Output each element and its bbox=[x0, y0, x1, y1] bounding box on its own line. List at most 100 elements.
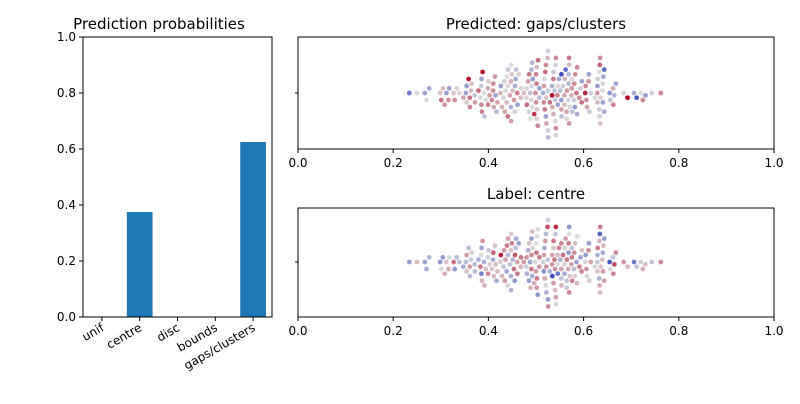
swarm-point bbox=[471, 92, 478, 99]
swarm-point bbox=[549, 83, 555, 89]
swarm-point bbox=[541, 275, 548, 282]
swarm-point bbox=[492, 73, 498, 80]
swarm-point bbox=[543, 62, 549, 68]
swarm-point bbox=[500, 94, 507, 101]
swarm-point bbox=[624, 263, 631, 270]
swarm-point bbox=[596, 275, 603, 282]
swarm-point bbox=[565, 80, 572, 87]
swarm-point bbox=[479, 108, 485, 115]
swarm-point bbox=[592, 263, 598, 270]
swarm-point bbox=[576, 263, 583, 270]
swarm-point bbox=[497, 90, 504, 96]
swarm-point bbox=[529, 76, 536, 82]
swarm-point bbox=[481, 90, 487, 96]
swarm-point bbox=[586, 108, 593, 115]
swarm-point bbox=[545, 48, 551, 54]
swarm-point bbox=[471, 261, 478, 268]
swarm-point bbox=[498, 83, 504, 89]
swarm-point bbox=[564, 256, 570, 263]
swarm-point bbox=[468, 256, 474, 263]
swarm-point bbox=[456, 90, 463, 96]
swarm-point bbox=[599, 256, 606, 263]
swarm-point bbox=[492, 92, 499, 99]
swarm-point bbox=[463, 268, 470, 275]
swarm-point bbox=[648, 259, 655, 265]
swarm-point bbox=[446, 254, 452, 261]
swarm-point bbox=[529, 104, 536, 110]
swarm-point bbox=[477, 263, 484, 270]
swarm-point bbox=[507, 92, 513, 99]
swarm-xtick-label: 0.8 bbox=[669, 324, 688, 338]
swarm-point bbox=[541, 252, 547, 258]
swarm-point bbox=[541, 245, 548, 251]
swarm-point bbox=[485, 270, 491, 277]
swarm-point bbox=[642, 261, 649, 268]
swarm-point bbox=[406, 259, 413, 265]
swarm-point bbox=[534, 291, 541, 298]
swarm-point bbox=[466, 263, 473, 270]
swarm-point bbox=[526, 240, 532, 247]
swarm-point bbox=[504, 242, 510, 249]
bar-ytick-label: 0.4 bbox=[57, 198, 76, 212]
swarm-point bbox=[453, 254, 460, 261]
swarm-point bbox=[508, 104, 514, 110]
swarm-point bbox=[601, 66, 608, 73]
swarm-point bbox=[552, 118, 559, 124]
bar-ytick-label: 1.0 bbox=[57, 30, 76, 44]
swarm-point bbox=[482, 266, 489, 272]
swarm-point bbox=[584, 273, 590, 279]
swarm-point bbox=[549, 261, 555, 268]
swarm-point bbox=[549, 104, 556, 110]
swarm-point bbox=[421, 259, 428, 265]
swarm-point bbox=[437, 90, 444, 96]
swarm-point bbox=[502, 87, 509, 94]
swarm-point bbox=[477, 94, 484, 101]
swarm-point bbox=[523, 263, 530, 270]
swarm-xtick-label: 0.0 bbox=[288, 324, 307, 338]
swarm-point bbox=[562, 66, 569, 73]
swarm-point bbox=[515, 71, 522, 78]
swarm-point bbox=[509, 240, 515, 247]
swarm-point bbox=[536, 85, 543, 92]
swarm-point bbox=[503, 99, 510, 106]
swarm-point bbox=[569, 245, 575, 251]
swarm-point bbox=[558, 71, 565, 78]
swarm-point bbox=[540, 99, 547, 106]
swarm-point bbox=[441, 101, 448, 108]
label-swarm-title: Label: centre bbox=[487, 185, 585, 203]
swarm-point bbox=[518, 94, 524, 101]
swarm-point bbox=[481, 259, 487, 265]
swarm-point bbox=[501, 108, 508, 115]
swarm-point bbox=[558, 97, 565, 103]
swarm-point bbox=[489, 266, 495, 272]
swarm-point bbox=[547, 268, 553, 275]
swarm-point bbox=[637, 259, 644, 265]
swarm-point bbox=[561, 76, 568, 82]
swarm-point bbox=[550, 245, 557, 251]
swarm-point bbox=[501, 247, 508, 254]
swarm-point bbox=[527, 90, 533, 96]
swarm-point bbox=[426, 85, 433, 92]
swarm-point bbox=[501, 78, 508, 85]
swarm-point bbox=[460, 94, 467, 101]
swarm-point bbox=[573, 259, 580, 265]
swarm-point bbox=[620, 259, 627, 265]
swarm-point bbox=[490, 273, 497, 279]
swarm-point bbox=[511, 108, 518, 115]
swarm-point bbox=[657, 90, 664, 96]
swarm-point bbox=[443, 90, 450, 96]
swarm-point bbox=[540, 259, 546, 265]
swarm-point bbox=[550, 111, 557, 117]
swarm-point bbox=[504, 282, 511, 289]
swarm-point bbox=[463, 259, 469, 265]
bar-chart-title: Prediction probabilities bbox=[73, 15, 245, 33]
swarm-point bbox=[560, 252, 566, 258]
swarm-point bbox=[536, 94, 543, 101]
swarm-point bbox=[445, 97, 452, 103]
swarm-point bbox=[576, 94, 583, 101]
swarm-point bbox=[545, 134, 552, 141]
swarm-point bbox=[466, 94, 473, 101]
swarm-point bbox=[556, 245, 562, 251]
swarm-point bbox=[585, 78, 592, 85]
swarm-point bbox=[508, 231, 514, 237]
